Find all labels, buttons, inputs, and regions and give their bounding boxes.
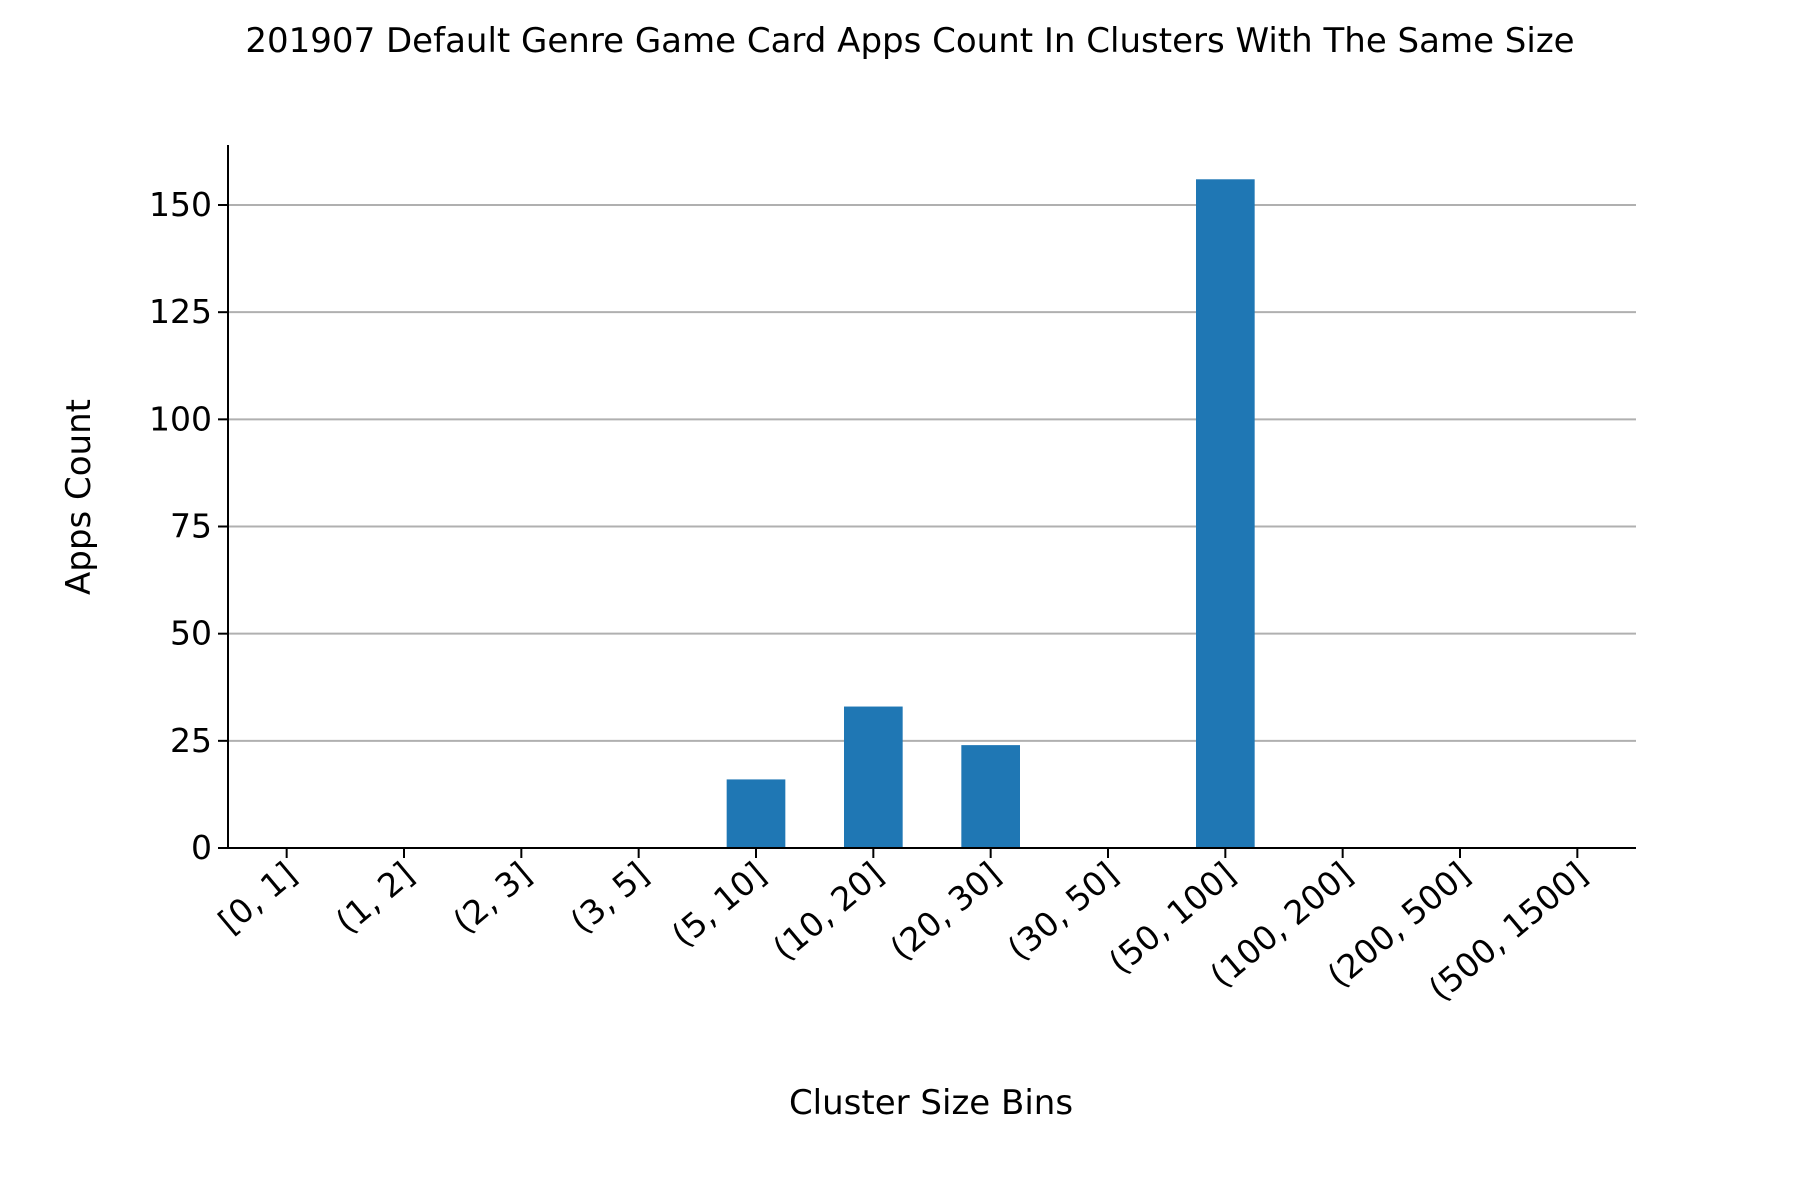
- x-tick-label: (20, 30]: [883, 854, 1008, 968]
- bar: [1196, 179, 1255, 849]
- y-tick-label: 25: [170, 721, 212, 760]
- y-tick-label: 50: [170, 614, 212, 653]
- x-tick-label: (5, 10]: [664, 854, 773, 954]
- y-tick-label: 75: [170, 507, 212, 546]
- y-axis-ticks: 0 25 50 75 100 125 150: [149, 185, 228, 867]
- x-axis-ticks: [0, 1] (1, 2] (2, 3] (3, 5] (5, 10](10, 20](…: [211, 848, 1594, 1009]
- y-tick-label: 150: [149, 185, 212, 224]
- bars: [726, 179, 1255, 849]
- x-tick-label: (1, 2]: [328, 854, 421, 941]
- x-tick-label: (10, 20]: [765, 854, 890, 968]
- grid-lines: [228, 204, 1636, 742]
- x-tick-label: (3, 5]: [563, 854, 656, 941]
- y-tick-label: 100: [149, 399, 212, 438]
- x-tick-label: (2, 3]: [445, 854, 538, 941]
- x-tick-label: [0, 1]: [211, 854, 304, 941]
- bar: [844, 706, 903, 848]
- x-axis-label: Cluster Size Bins: [789, 1083, 1073, 1123]
- bar: [726, 779, 786, 848]
- y-axis-label: Apps Count: [59, 399, 99, 595]
- y-tick-label: 0: [191, 828, 212, 867]
- axes: [227, 145, 1636, 849]
- chart-title: 201907 Default Genre Game Card Apps Coun…: [245, 21, 1574, 61]
- bar: [961, 745, 1020, 848]
- y-tick-label: 125: [149, 292, 212, 331]
